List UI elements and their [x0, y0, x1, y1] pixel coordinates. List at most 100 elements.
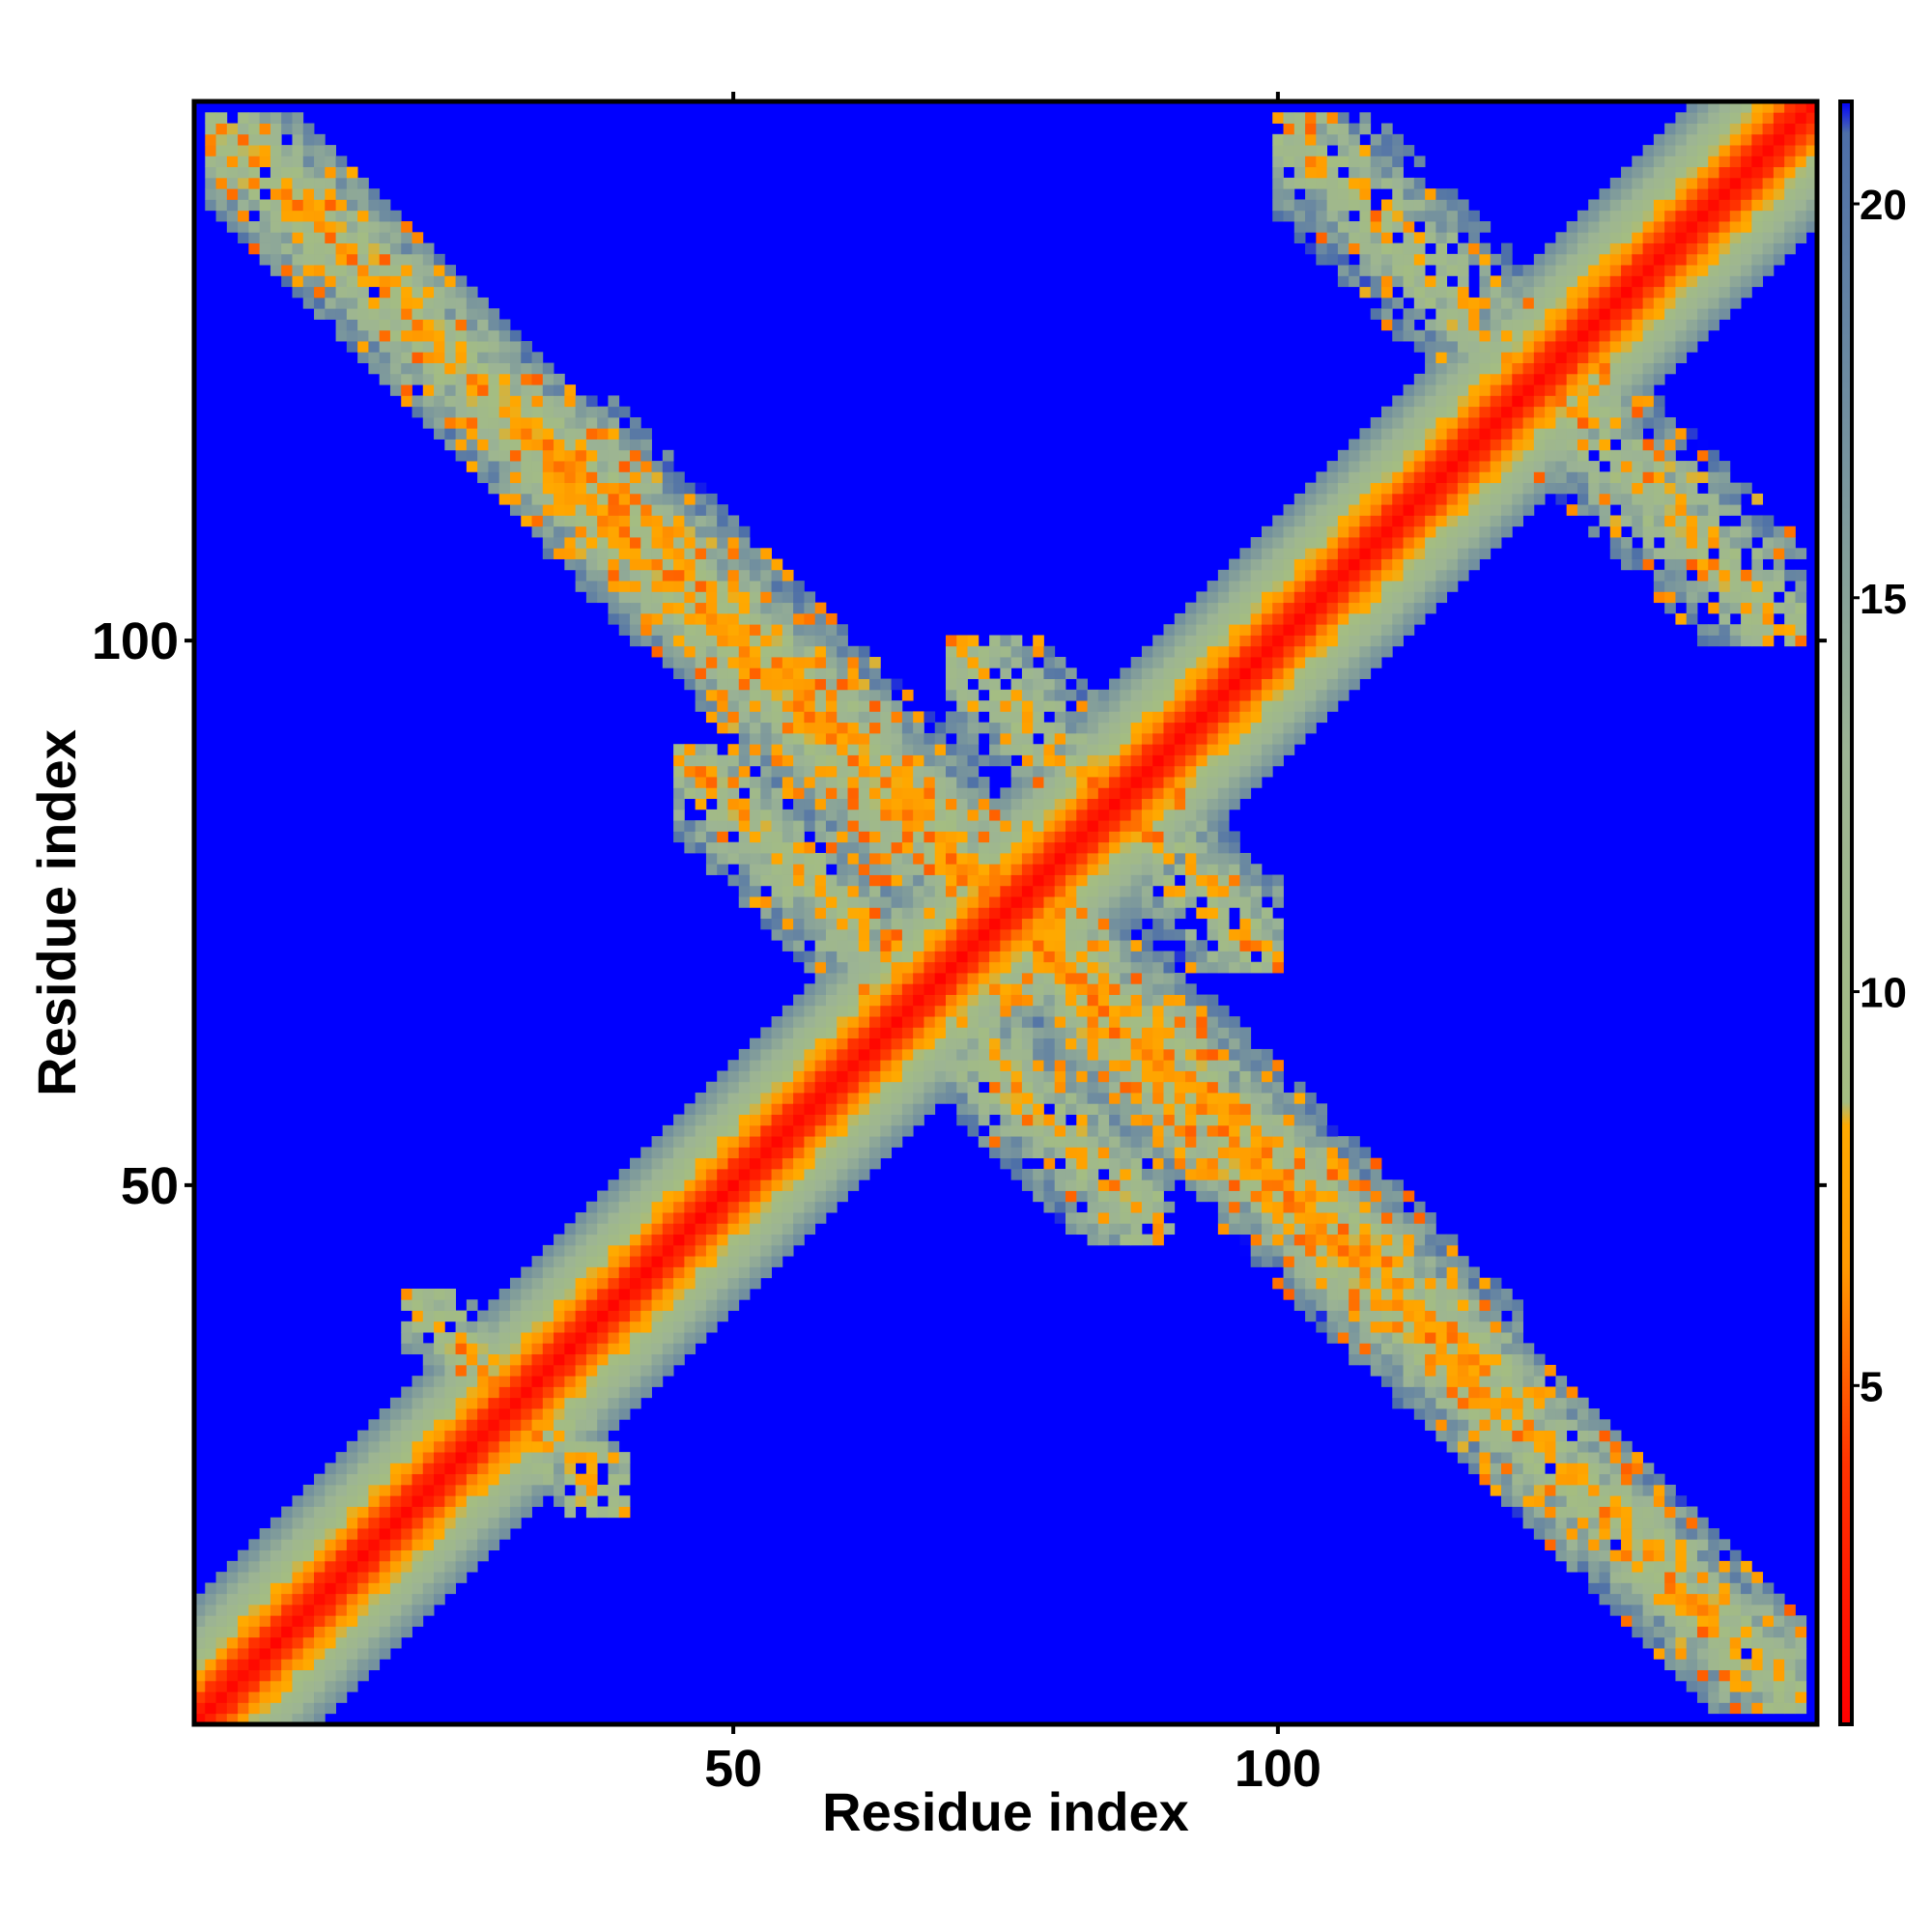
heatmap-cell: [325, 1572, 336, 1583]
heatmap-cell: [869, 1093, 881, 1104]
heatmap-cell: [913, 973, 924, 984]
heatmap-cell: [1141, 1005, 1153, 1017]
heatmap-cell: [1185, 624, 1197, 636]
heatmap-cell: [847, 1005, 860, 1017]
heatmap-cell: [1272, 928, 1284, 941]
heatmap-cell: [1141, 1179, 1153, 1191]
heatmap-cell: [630, 624, 641, 636]
heatmap-cell: [869, 831, 881, 843]
heatmap-cell: [357, 1582, 369, 1595]
heatmap-cell: [1120, 754, 1132, 767]
heatmap-cell: [1021, 765, 1034, 778]
heatmap-cell: [814, 820, 827, 832]
heatmap-cell: [1207, 765, 1219, 778]
heatmap-cell: [814, 668, 827, 679]
heatmap-cell: [771, 765, 783, 778]
heatmap-cell: [292, 1495, 304, 1507]
heatmap-cell: [597, 1277, 609, 1290]
heatmap-cell: [521, 1430, 532, 1442]
heatmap-cell: [531, 1419, 544, 1431]
heatmap-cell: [978, 896, 990, 908]
heatmap-cell: [1021, 918, 1034, 930]
heatmap-cell: [880, 678, 893, 691]
heatmap-cell: [1272, 515, 1284, 527]
heatmap-cell: [1272, 657, 1284, 668]
heatmap-cell: [509, 1288, 522, 1300]
heatmap-cell: [901, 754, 914, 767]
heatmap-cell: [444, 1539, 457, 1550]
heatmap-cell: [760, 1179, 772, 1191]
heatmap-cell: [640, 1168, 652, 1180]
heatmap-cell: [259, 1648, 271, 1660]
heatmap-cell: [1010, 1093, 1023, 1104]
heatmap-cell: [608, 558, 620, 571]
heatmap-cell: [945, 809, 957, 821]
heatmap-cell: [1054, 864, 1066, 875]
heatmap-cell: [847, 918, 860, 930]
heatmap-cell: [1293, 1081, 1306, 1094]
heatmap-cell: [1076, 765, 1088, 778]
heatmap-cell: [1043, 1190, 1056, 1203]
heatmap-cell: [434, 1321, 445, 1333]
heatmap-cell: [1272, 558, 1284, 571]
heatmap-cell: [1229, 1179, 1240, 1191]
heatmap-cell: [804, 645, 816, 658]
heatmap-cell: [1250, 1103, 1263, 1115]
heatmap-cell: [837, 973, 848, 984]
heatmap-cell: [1141, 1190, 1153, 1203]
heatmap-cell: [1120, 1234, 1132, 1246]
heatmap-cell: [1250, 1093, 1263, 1104]
heatmap-cell: [1316, 1179, 1328, 1191]
heatmap-cell: [956, 711, 968, 724]
heatmap-cell: [1359, 1179, 1372, 1191]
heatmap-cell: [1261, 1070, 1273, 1083]
heatmap-cell: [913, 951, 924, 963]
heatmap-cell: [1097, 1103, 1110, 1115]
heatmap-cell: [967, 820, 980, 832]
heatmap-cell: [1043, 1168, 1056, 1180]
heatmap-cell: [1065, 1212, 1077, 1224]
heatmap-cell: [934, 1081, 947, 1094]
heatmap-cell: [1097, 809, 1110, 821]
heatmap-cell: [891, 1093, 903, 1104]
heatmap-cell: [738, 1266, 751, 1279]
heatmap-cell: [1196, 1048, 1208, 1061]
heatmap-cell: [1239, 1037, 1252, 1050]
heatmap-cell: [401, 1288, 412, 1300]
heatmap-cell: [542, 406, 554, 418]
heatmap-cell: [1293, 232, 1306, 243]
heatmap-cell: [705, 668, 718, 679]
heatmap-cell: [575, 569, 587, 582]
heatmap-cell: [564, 1343, 577, 1355]
heatmap-cell: [1076, 1048, 1088, 1061]
heatmap-cell: [1283, 1266, 1295, 1279]
heatmap-cell: [1229, 612, 1240, 625]
heatmap-cell: [466, 319, 478, 331]
heatmap-cell: [346, 221, 358, 233]
heatmap-cell: [705, 581, 718, 592]
heatmap-cell: [1316, 548, 1328, 559]
heatmap-cell: [1349, 1256, 1360, 1267]
heatmap-cell: [1250, 1048, 1263, 1061]
heatmap-cell: [913, 754, 924, 767]
heatmap-cell: [1305, 635, 1317, 647]
heatmap-cell: [727, 1223, 740, 1236]
heatmap-cell: [346, 1572, 358, 1583]
heatmap-cell: [640, 635, 652, 647]
heatmap-cell: [1250, 558, 1263, 571]
heatmap-cell: [314, 1702, 326, 1715]
heatmap-cell: [825, 1168, 838, 1180]
heatmap-cell: [434, 362, 445, 375]
heatmap-cell: [1065, 973, 1077, 984]
heatmap-cell: [564, 1419, 577, 1431]
heatmap-cell: [1163, 1103, 1176, 1115]
heatmap-cell: [325, 1615, 336, 1627]
heatmap-cell: [412, 1582, 424, 1595]
heatmap-cell: [1337, 1223, 1350, 1236]
heatmap-cell: [781, 907, 794, 920]
heatmap-cell: [1120, 689, 1132, 701]
heatmap-cell: [194, 1615, 206, 1627]
heatmap-cell: [585, 1332, 598, 1344]
heatmap-cell: [1283, 1212, 1295, 1224]
heatmap-cell: [781, 1005, 794, 1017]
